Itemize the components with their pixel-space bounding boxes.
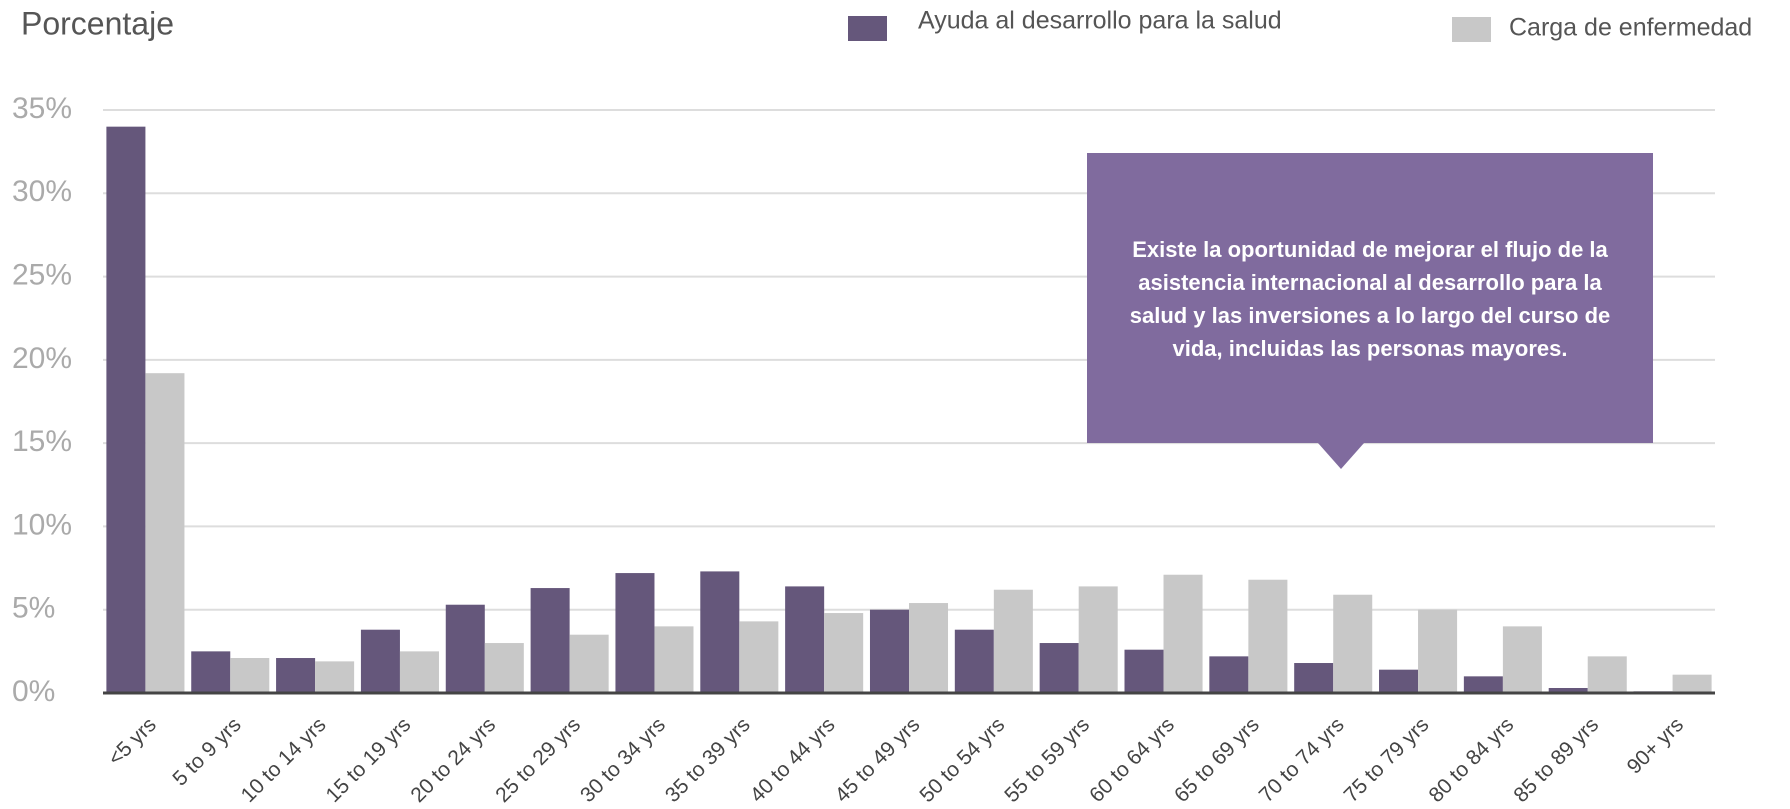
bar [615,573,655,693]
bar [276,658,316,693]
bar [530,588,570,693]
bar [785,586,825,693]
bar [1209,656,1249,693]
bar [191,651,231,693]
bar [106,126,146,693]
x-tick-label: 70 to 74 yrs [1255,713,1349,807]
y-tick-label: 0% [12,675,55,708]
bar [954,629,994,693]
bar [1248,579,1288,693]
bar [909,603,949,693]
bar [1294,663,1334,693]
bar [1163,574,1203,693]
x-tick-label: 10 to 14 yrs [237,713,331,807]
bar [1039,643,1079,693]
bar [399,651,439,693]
bar [1418,609,1458,693]
callout-arrow [1318,443,1364,469]
y-tick-label: 5% [12,592,55,625]
y-tick-label: 30% [12,175,72,208]
x-tick-label: 80 to 84 yrs [1424,713,1518,807]
x-tick-label: 45 to 49 yrs [831,713,925,807]
bar [1124,649,1164,693]
bar [145,373,185,693]
legend-label: Ayuda al desarrollo para la salud [918,7,1282,35]
bar [739,621,779,693]
bar [1502,626,1542,693]
y-tick-label: 10% [12,508,72,541]
x-tick-label: 35 to 39 yrs [661,713,755,807]
bar [654,626,694,693]
bar [569,634,609,693]
x-tick-label: 55 to 59 yrs [1000,713,1094,807]
x-tick-label: 65 to 69 yrs [1170,713,1264,807]
bar [824,613,864,693]
bar [1587,656,1627,693]
bar [1379,669,1419,693]
bar [445,604,485,693]
bar [700,571,740,693]
legend-swatch [1452,17,1491,42]
x-tick-label: 15 to 19 yrs [322,713,416,807]
bar [230,658,270,693]
y-tick-label: 35% [12,92,72,125]
x-tick-label: 5 to 9 yrs [168,713,245,790]
bar [484,643,524,693]
x-tick-label: 25 to 29 yrs [491,713,585,807]
bar [1333,594,1373,693]
x-tick-label: 85 to 89 yrs [1509,713,1603,807]
x-tick-label: 75 to 79 yrs [1340,713,1434,807]
annotation: Existe la oportunidad de mejorar el fluj… [1087,153,1653,443]
x-tick-label: 90+ yrs [1623,713,1688,778]
x-tick-label: 60 to 64 yrs [1085,713,1179,807]
bar [869,609,909,693]
bar [1548,688,1588,693]
x-tick-label: 50 to 54 yrs [915,713,1009,807]
legend-swatch [848,16,887,41]
y-tick-label: 20% [12,342,72,375]
axis-title: Porcentaje [21,5,174,41]
bar [360,629,400,693]
x-tick-label: 20 to 24 yrs [406,713,500,807]
y-tick-label: 15% [12,425,72,458]
bar [1463,676,1503,693]
bar [1078,586,1118,693]
bar [315,661,355,693]
x-tick-label: 40 to 44 yrs [746,713,840,807]
bar [1672,674,1712,693]
bar [993,589,1033,693]
legend-label: Carga de enfermedad [1509,14,1752,42]
y-tick-label: 25% [12,258,72,291]
x-tick-label: <5 yrs [104,713,161,770]
x-tick-label: 30 to 34 yrs [576,713,670,807]
